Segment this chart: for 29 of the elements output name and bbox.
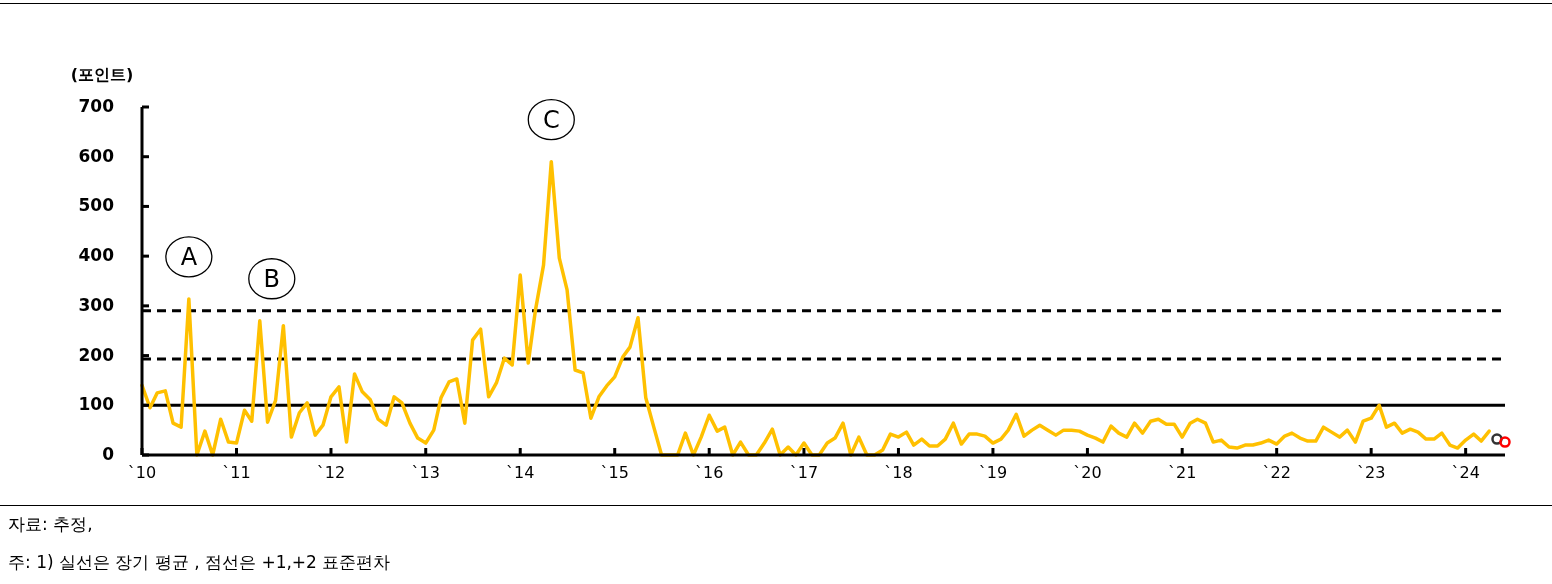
y-tick-label: 100 — [78, 394, 115, 415]
annotation: A — [180, 242, 198, 271]
x-tick-label: `18 — [884, 463, 913, 482]
x-tick-label: `23 — [1356, 463, 1386, 482]
annotation: C — [542, 105, 560, 134]
x-tick-label: `13 — [411, 463, 440, 482]
x-tick-label: `24 — [1451, 463, 1480, 482]
x-tick-label: `16 — [695, 463, 724, 482]
y-tick-label: 300 — [78, 294, 115, 315]
x-tick-label: `10 — [127, 463, 157, 482]
x-tick-label: `15 — [600, 463, 629, 482]
x-tick-label: `22 — [1262, 463, 1291, 482]
y-tick-label: 700 — [78, 96, 115, 116]
x-tick-label: `17 — [789, 463, 819, 482]
y-tick-label: 200 — [78, 344, 115, 365]
y-tick-label: 400 — [78, 245, 115, 266]
y-tick-label: 500 — [78, 195, 115, 216]
x-tick-label: `14 — [506, 463, 535, 482]
text: 주: 1) 실선은 장기 평균 , 점선은 +1,+2 표준편차 — [8, 552, 391, 572]
annotation: B — [263, 264, 281, 293]
x-tick-label: `21 — [1168, 463, 1197, 482]
y-tick-label: 600 — [78, 145, 115, 166]
x-tick-label: `11 — [222, 463, 251, 482]
y-tick-label: 0 — [102, 444, 115, 464]
x-tick-label: `20 — [1073, 463, 1102, 482]
x-tick-label: `19 — [978, 463, 1008, 482]
x-tick-label: `12 — [316, 463, 346, 482]
y-axis-title: (포인트) — [70, 65, 134, 84]
text: 자료: 추정, — [8, 514, 93, 534]
